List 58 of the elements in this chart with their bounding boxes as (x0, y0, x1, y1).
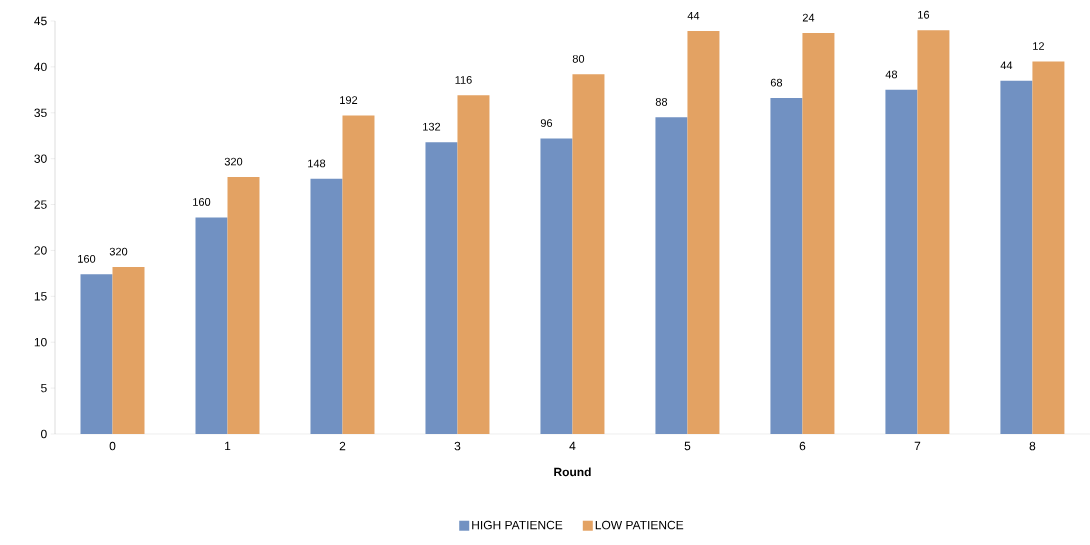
bar (425, 142, 458, 434)
bar (1032, 61, 1065, 434)
bar (572, 74, 605, 434)
x-tick-label: 2 (339, 441, 346, 451)
annotation: 44 (1000, 61, 1013, 70)
bar (342, 115, 375, 434)
annotation: 68 (770, 78, 783, 87)
annotation: 116 (455, 76, 472, 84)
x-tick-label: 7 (914, 441, 921, 451)
x-tick-label: 6 (799, 441, 806, 451)
bar (770, 98, 803, 434)
y-tick-label: 0 (41, 429, 47, 439)
bar (457, 95, 490, 434)
y-tick-label: 40 (34, 62, 47, 72)
y-tick-label: 25 (34, 200, 47, 209)
bar (687, 31, 720, 434)
bar (112, 266, 145, 434)
bar (802, 32, 835, 434)
annotation: 160 (78, 254, 96, 263)
x-tick-label: 0 (109, 441, 116, 451)
y-tick-label: 30 (34, 154, 47, 163)
annotation: 80 (572, 54, 585, 63)
x-tick-label: 8 (1029, 441, 1036, 451)
legend-label: LOW PATIENCE (595, 520, 684, 530)
bar (540, 138, 573, 434)
y-tick-label: 5 (41, 383, 47, 393)
bar (917, 30, 950, 434)
y-tick-label: 10 (34, 337, 47, 347)
annotation: 48 (885, 70, 898, 79)
x-tick-label: 4 (569, 441, 576, 451)
annotation: 44 (687, 12, 700, 20)
x-tick-label: 5 (684, 441, 691, 451)
bar (885, 89, 918, 434)
annotation: 12 (1033, 42, 1044, 50)
annotation: 132 (423, 122, 441, 131)
y-tick-label: 20 (34, 246, 47, 255)
bar (655, 117, 688, 434)
bar (80, 274, 113, 434)
y-tick-label: 35 (34, 108, 47, 118)
annotation: 148 (308, 159, 326, 168)
y-tick-label: 15 (34, 292, 47, 301)
x-axis-title: Round (554, 467, 591, 477)
annotation: 16 (918, 10, 930, 19)
x-tick-label: 3 (454, 441, 461, 451)
annotation: 24 (802, 13, 815, 22)
bar (310, 178, 343, 434)
bar (227, 177, 260, 434)
y-tick-label: 45 (34, 16, 47, 26)
annotation: 320 (224, 157, 243, 166)
x-tick-label: 1 (225, 441, 231, 451)
bar (195, 217, 228, 434)
annotation: 88 (655, 98, 668, 106)
legend-label: HIGH PATIENCE (472, 520, 563, 530)
annotation: 192 (340, 96, 358, 104)
bar (1000, 80, 1033, 434)
annotation: 96 (540, 119, 553, 127)
annotation: 160 (193, 198, 211, 206)
annotation: 320 (109, 247, 128, 256)
